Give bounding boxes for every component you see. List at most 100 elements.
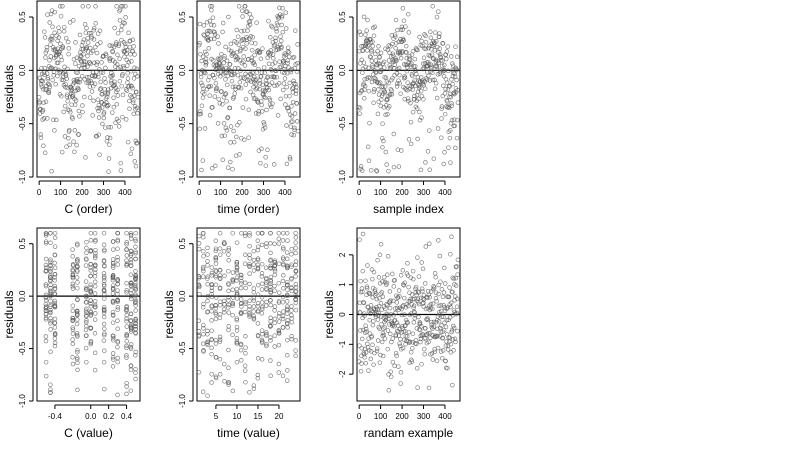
data-point bbox=[52, 260, 57, 266]
data-point bbox=[76, 87, 81, 92]
data-point bbox=[268, 298, 273, 303]
data-point bbox=[115, 307, 120, 312]
data-point bbox=[225, 114, 231, 120]
data-point bbox=[389, 92, 395, 97]
data-point bbox=[201, 230, 206, 236]
data-point bbox=[52, 252, 58, 258]
data-point bbox=[285, 353, 290, 358]
data-point bbox=[48, 390, 53, 395]
data-point bbox=[70, 254, 75, 259]
data-point bbox=[230, 287, 235, 293]
data-point bbox=[289, 288, 295, 294]
data-point bbox=[364, 284, 370, 289]
data-point bbox=[93, 253, 98, 259]
data-point bbox=[55, 60, 61, 66]
data-point bbox=[427, 330, 433, 336]
data-point bbox=[128, 236, 134, 242]
data-point bbox=[127, 38, 133, 43]
data-point bbox=[213, 86, 219, 92]
data-point bbox=[75, 367, 80, 373]
data-point bbox=[107, 56, 112, 62]
data-point bbox=[63, 35, 69, 41]
data-point bbox=[205, 393, 210, 398]
data-point bbox=[408, 141, 414, 147]
data-point bbox=[119, 27, 124, 33]
data-point bbox=[455, 257, 461, 263]
data-point bbox=[109, 74, 115, 79]
data-point bbox=[396, 78, 401, 83]
data-point bbox=[293, 235, 299, 240]
data-point bbox=[440, 93, 446, 99]
data-point bbox=[133, 280, 138, 286]
data-point bbox=[230, 279, 236, 285]
data-point bbox=[448, 251, 453, 257]
data-point bbox=[235, 72, 241, 78]
data-point bbox=[100, 121, 105, 127]
data-point bbox=[287, 93, 292, 99]
data-point bbox=[446, 83, 452, 89]
data-point bbox=[196, 329, 202, 334]
data-point bbox=[213, 337, 219, 343]
data-point bbox=[239, 278, 244, 284]
x-tick-label: 0.2 bbox=[103, 412, 115, 421]
x-tick-label: 100 bbox=[374, 188, 388, 197]
data-point bbox=[88, 265, 93, 271]
data-point bbox=[268, 323, 273, 329]
data-point bbox=[213, 341, 219, 346]
data-point bbox=[115, 392, 120, 398]
data-point bbox=[247, 312, 252, 318]
data-point bbox=[240, 14, 245, 19]
data-point bbox=[106, 156, 112, 161]
data-point bbox=[205, 245, 210, 251]
data-point bbox=[102, 331, 107, 336]
data-point bbox=[381, 138, 386, 144]
y-tick-label: 0.0 bbox=[178, 290, 187, 302]
data-point bbox=[226, 247, 231, 253]
data-point bbox=[410, 345, 415, 351]
data-point bbox=[230, 312, 235, 318]
data-point bbox=[66, 46, 72, 51]
data-point bbox=[282, 70, 287, 76]
data-point bbox=[239, 60, 245, 66]
data-point bbox=[388, 331, 393, 337]
data-point bbox=[208, 29, 213, 34]
data-point bbox=[265, 147, 270, 153]
data-point bbox=[199, 103, 205, 109]
data-point bbox=[447, 84, 452, 89]
data-point bbox=[272, 266, 277, 272]
data-point bbox=[255, 321, 261, 326]
data-point bbox=[205, 309, 210, 315]
data-point bbox=[75, 317, 80, 322]
data-point bbox=[209, 371, 214, 377]
data-point bbox=[420, 266, 426, 272]
data-point bbox=[102, 248, 107, 254]
data-point bbox=[199, 80, 204, 86]
data-point bbox=[207, 113, 213, 118]
data-point bbox=[445, 365, 450, 371]
data-point bbox=[439, 106, 444, 111]
data-point bbox=[419, 38, 424, 44]
data-point bbox=[128, 296, 134, 302]
data-point bbox=[377, 80, 383, 85]
data-point bbox=[385, 302, 390, 308]
data-point bbox=[259, 295, 265, 300]
data-point bbox=[254, 85, 260, 91]
data-point bbox=[357, 111, 362, 116]
data-point bbox=[399, 324, 405, 329]
data-point bbox=[80, 4, 86, 9]
data-point bbox=[255, 230, 261, 236]
data-point bbox=[85, 53, 90, 59]
data-point bbox=[416, 96, 421, 102]
data-point bbox=[365, 263, 370, 268]
data-point bbox=[224, 98, 229, 104]
data-point bbox=[74, 331, 80, 336]
data-point bbox=[93, 311, 98, 316]
data-point bbox=[201, 253, 206, 259]
data-point bbox=[131, 76, 137, 81]
data-point bbox=[56, 35, 62, 40]
data-point bbox=[222, 56, 227, 61]
data-point bbox=[289, 114, 295, 119]
data-point bbox=[77, 79, 82, 85]
data-point bbox=[430, 70, 435, 76]
data-point bbox=[228, 124, 234, 129]
